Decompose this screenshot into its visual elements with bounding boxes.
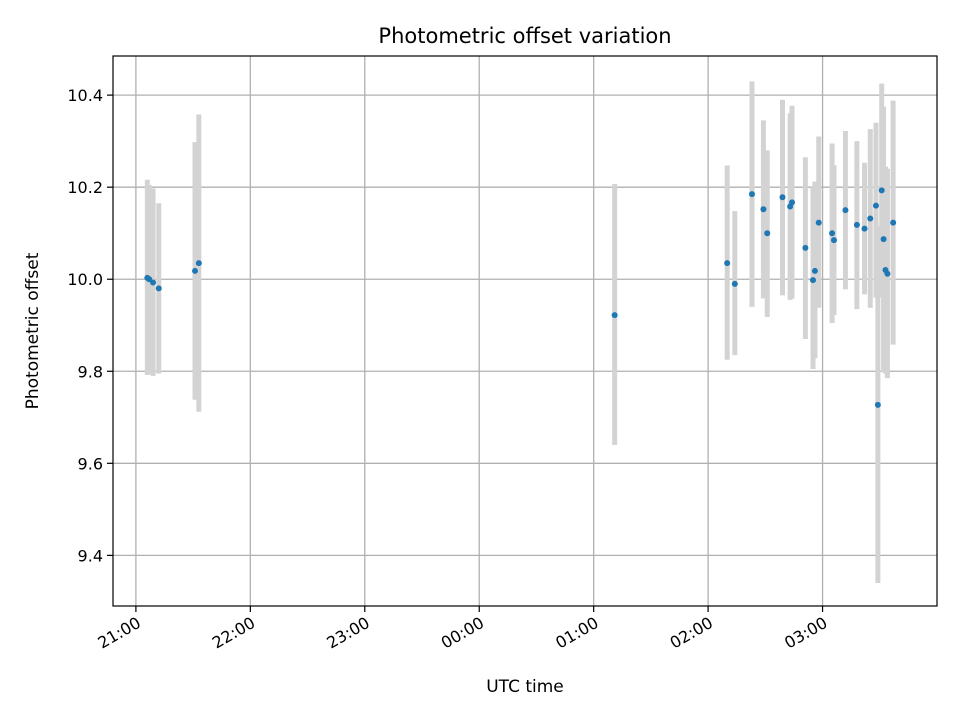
data-point <box>811 267 818 274</box>
data-point <box>789 199 796 206</box>
y-tick-label: 10.4 <box>67 86 103 105</box>
y-axis-title: Photometric offset <box>23 252 43 409</box>
data-point <box>861 225 868 232</box>
data-point <box>831 237 837 244</box>
x-axis-title: UTC time <box>486 677 564 697</box>
y-axis: 9.4 9.6 9.8 10.0 10.2 10.4 <box>67 86 113 565</box>
data-point <box>748 191 755 198</box>
data-point <box>880 236 887 243</box>
y-tick-label: 10.0 <box>67 270 103 289</box>
data-point <box>872 202 879 209</box>
data-point <box>867 215 874 222</box>
data-point <box>195 260 202 267</box>
data-point <box>815 219 822 226</box>
data-point <box>155 285 162 292</box>
grid <box>113 56 937 606</box>
data-point <box>764 230 771 237</box>
chart-title: Photometric offset variation <box>378 24 671 48</box>
data-point <box>724 260 731 267</box>
y-tick-label: 9.4 <box>78 546 103 565</box>
data-point <box>884 270 891 277</box>
data-point <box>829 230 836 237</box>
data-point <box>878 187 885 194</box>
data-point <box>760 206 767 213</box>
data-point <box>890 219 897 226</box>
data-point <box>779 194 786 201</box>
y-tick-label: 10.2 <box>67 178 103 197</box>
data-point <box>853 221 860 228</box>
data-points <box>144 187 897 408</box>
data-point <box>874 401 881 408</box>
data-point <box>842 207 849 214</box>
data-point <box>150 279 157 286</box>
data-point <box>192 267 199 274</box>
plot-frame <box>112 55 938 607</box>
y-tick-label: 9.6 <box>78 454 103 473</box>
y-tick-label: 9.8 <box>78 362 103 381</box>
data-point <box>810 277 817 284</box>
data-point <box>802 244 809 251</box>
data-point <box>731 280 738 287</box>
data-point <box>611 312 618 319</box>
